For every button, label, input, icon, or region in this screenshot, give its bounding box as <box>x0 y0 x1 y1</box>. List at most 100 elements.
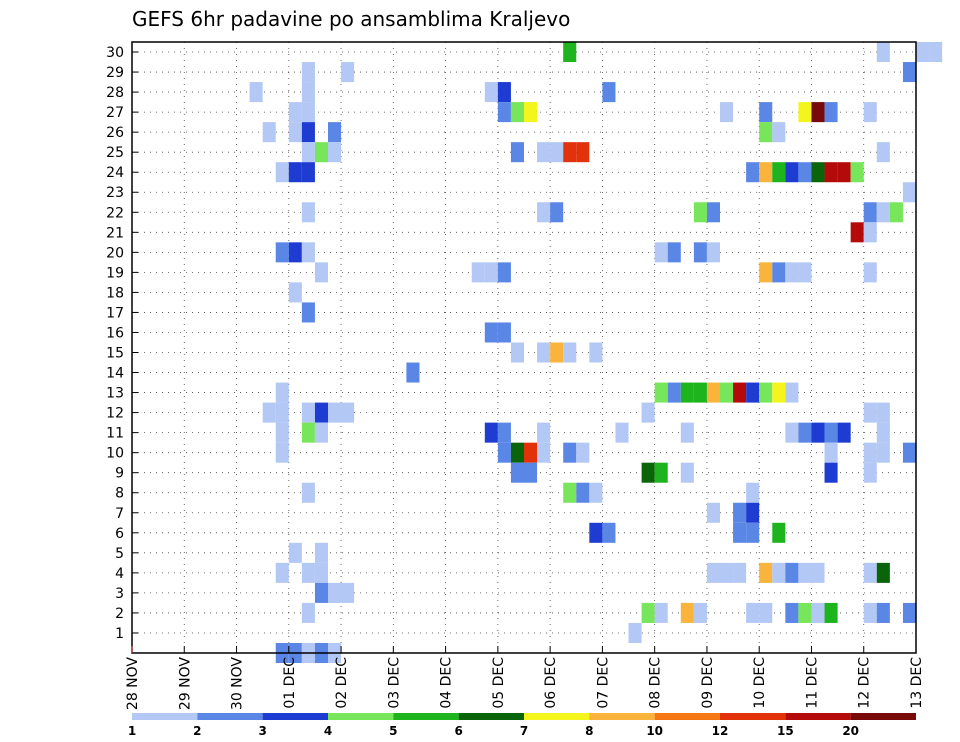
x-tick-label: 05 DEC <box>491 657 507 709</box>
heatmap-cell <box>328 142 342 163</box>
heatmap-cell <box>733 562 747 583</box>
heatmap-cell <box>746 522 760 543</box>
colorbar-label: 7 <box>520 724 528 738</box>
heatmap-cell <box>772 522 786 543</box>
heatmap-cell <box>524 442 538 463</box>
y-tick-label: 11 <box>106 426 124 442</box>
heatmap-cell <box>275 442 289 463</box>
heatmap-cell <box>759 102 773 123</box>
heatmap-cell <box>301 62 315 83</box>
colorbar-swatch <box>524 713 590 720</box>
heatmap-cell <box>510 142 524 163</box>
heatmap-cell <box>262 122 276 143</box>
heatmap-cell <box>275 382 289 403</box>
heatmap-cell <box>876 402 890 423</box>
heatmap-cell <box>314 142 328 163</box>
x-tick-label: 06 DEC <box>543 657 559 709</box>
heatmap-cell <box>328 582 342 603</box>
colorbar-label: 15 <box>777 724 794 738</box>
heatmap-cell <box>667 242 681 263</box>
heatmap-cell <box>772 562 786 583</box>
y-tick-label: 20 <box>106 245 124 261</box>
x-tick-label: 09 DEC <box>700 657 716 709</box>
heatmap-cell <box>550 202 564 223</box>
x-tick-label: 30 NOV <box>230 657 246 711</box>
x-tick-label: 02 DEC <box>334 657 350 709</box>
colorbar-swatch <box>589 713 655 720</box>
heatmap-cell <box>746 502 760 523</box>
heatmap-cell <box>706 562 720 583</box>
heatmap-cell <box>301 242 315 263</box>
heatmap-cell <box>772 162 786 183</box>
heatmap-cell <box>746 482 760 503</box>
heatmap-cell <box>249 82 263 103</box>
heatmap-cell <box>811 102 825 123</box>
heatmap-cell <box>706 202 720 223</box>
heatmap-cell <box>863 262 877 283</box>
colorbar-swatch <box>328 713 394 720</box>
y-tick-label: 16 <box>106 325 124 341</box>
heatmap-cell <box>706 242 720 263</box>
heatmap-cell <box>798 262 812 283</box>
chart-title: GEFS 6hr padavine po ansamblima Kraljevo <box>132 7 570 31</box>
heatmap-cell <box>589 482 603 503</box>
heatmap-cell <box>301 402 315 423</box>
y-tick-label: 28 <box>106 85 124 101</box>
heatmap-cell <box>693 202 707 223</box>
heatmap-cell <box>902 442 916 463</box>
heatmap-cell <box>641 402 655 423</box>
y-tick-label: 4 <box>115 566 124 582</box>
y-tick-label: 25 <box>106 145 124 161</box>
y-tick-label: 17 <box>106 305 124 321</box>
heatmap-cell <box>798 562 812 583</box>
heatmap-cell <box>798 162 812 183</box>
y-tick-label: 14 <box>106 366 124 382</box>
heatmap-cell <box>406 362 420 383</box>
colorbar-swatch <box>197 713 263 720</box>
heatmap-cell <box>602 82 616 103</box>
heatmap-cell <box>288 282 302 303</box>
y-tick-label: 26 <box>106 125 124 141</box>
heatmap-cell <box>301 102 315 123</box>
heatmap-cell <box>497 102 511 123</box>
x-tick-label: 12 DEC <box>857 657 873 709</box>
heatmap-cell <box>811 422 825 443</box>
heatmap-cell <box>733 522 747 543</box>
heatmap-cell <box>759 162 773 183</box>
heatmap-cell <box>876 422 890 443</box>
heatmap-cell <box>275 162 289 183</box>
heatmap-cell <box>876 202 890 223</box>
x-tick-label: 04 DEC <box>439 657 455 709</box>
y-tick-label: 23 <box>106 185 124 201</box>
heatmap-cell <box>537 442 551 463</box>
heatmap-cell <box>863 202 877 223</box>
heatmap-cell <box>537 202 551 223</box>
y-tick-label: 3 <box>115 586 124 602</box>
heatmap-cell <box>667 382 681 403</box>
colorbar-swatch <box>458 713 524 720</box>
y-tick-label: 1 <box>115 626 124 642</box>
heatmap-cell <box>563 142 577 163</box>
heatmap-cell <box>693 602 707 623</box>
colorbar-label: 20 <box>842 724 859 738</box>
heatmap-cell <box>301 482 315 503</box>
heatmap-cell <box>876 562 890 583</box>
heatmap-cell <box>680 462 694 483</box>
heatmap-cell <box>654 382 668 403</box>
colorbar-swatch <box>262 713 328 720</box>
heatmap-cell <box>902 182 916 203</box>
heatmap-cell <box>863 562 877 583</box>
heatmap-cell <box>654 462 668 483</box>
heatmap-cell <box>641 462 655 483</box>
colorbar-swatch <box>720 713 786 720</box>
heatmap-cell <box>497 442 511 463</box>
heatmap-cell <box>837 162 851 183</box>
heatmap-cell <box>510 102 524 123</box>
heatmap-cell <box>759 262 773 283</box>
heatmap-cell <box>328 402 342 423</box>
heatmap-cell <box>301 562 315 583</box>
y-tick-label: 21 <box>106 225 124 241</box>
y-tick-label: 27 <box>106 105 124 121</box>
colorbar-label: 2 <box>193 724 201 738</box>
